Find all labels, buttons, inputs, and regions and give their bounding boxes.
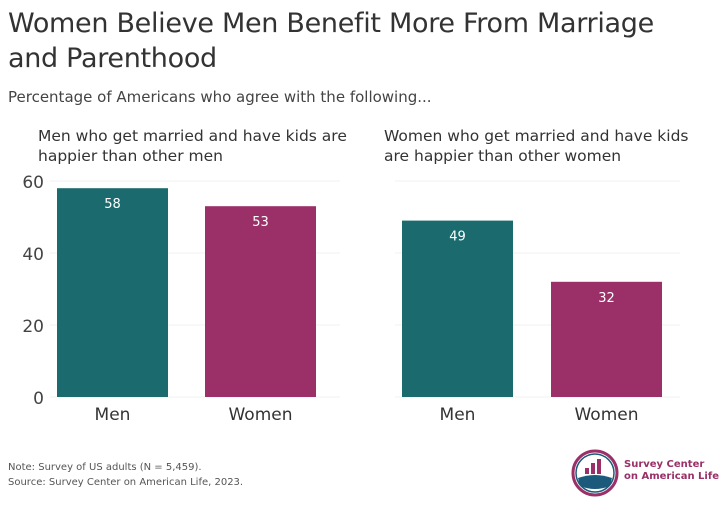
y-tick-label: 0 — [33, 389, 44, 409]
x-tick-label: Women — [228, 405, 292, 425]
chart-subtitle: Percentage of Americans who agree with t… — [8, 88, 432, 106]
bar-men — [57, 188, 168, 397]
y-tick-label: 40 — [22, 245, 44, 265]
data-label: 32 — [598, 291, 615, 306]
bar-men — [402, 220, 513, 397]
panel-title-left: Men who get married and have kids are ha… — [38, 127, 347, 165]
y-tick-label: 60 — [22, 173, 44, 193]
source-text: Source: Survey Center on American Life, … — [8, 477, 244, 488]
bar-women — [205, 206, 316, 397]
data-label: 58 — [104, 197, 121, 212]
x-tick-label: Men — [440, 405, 476, 425]
y-tick-label: 20 — [22, 317, 44, 337]
logo-text: Survey Center on American Life — [624, 459, 719, 483]
panel-title-right: Women who get married and have kids are … — [384, 127, 689, 165]
data-label: 49 — [449, 230, 466, 245]
x-tick-label: Men — [95, 405, 131, 425]
logo-text-line2: on American Life — [624, 471, 719, 482]
logo-text-line1: Survey Center — [624, 459, 705, 470]
chart-title: Women Believe Men Benefit More From Marr… — [8, 8, 654, 74]
note-text: Note: Survey of US adults (N = 5,459). — [8, 462, 202, 473]
x-tick-label: Women — [574, 405, 638, 425]
data-label: 53 — [252, 215, 269, 230]
bar-women — [551, 281, 662, 397]
